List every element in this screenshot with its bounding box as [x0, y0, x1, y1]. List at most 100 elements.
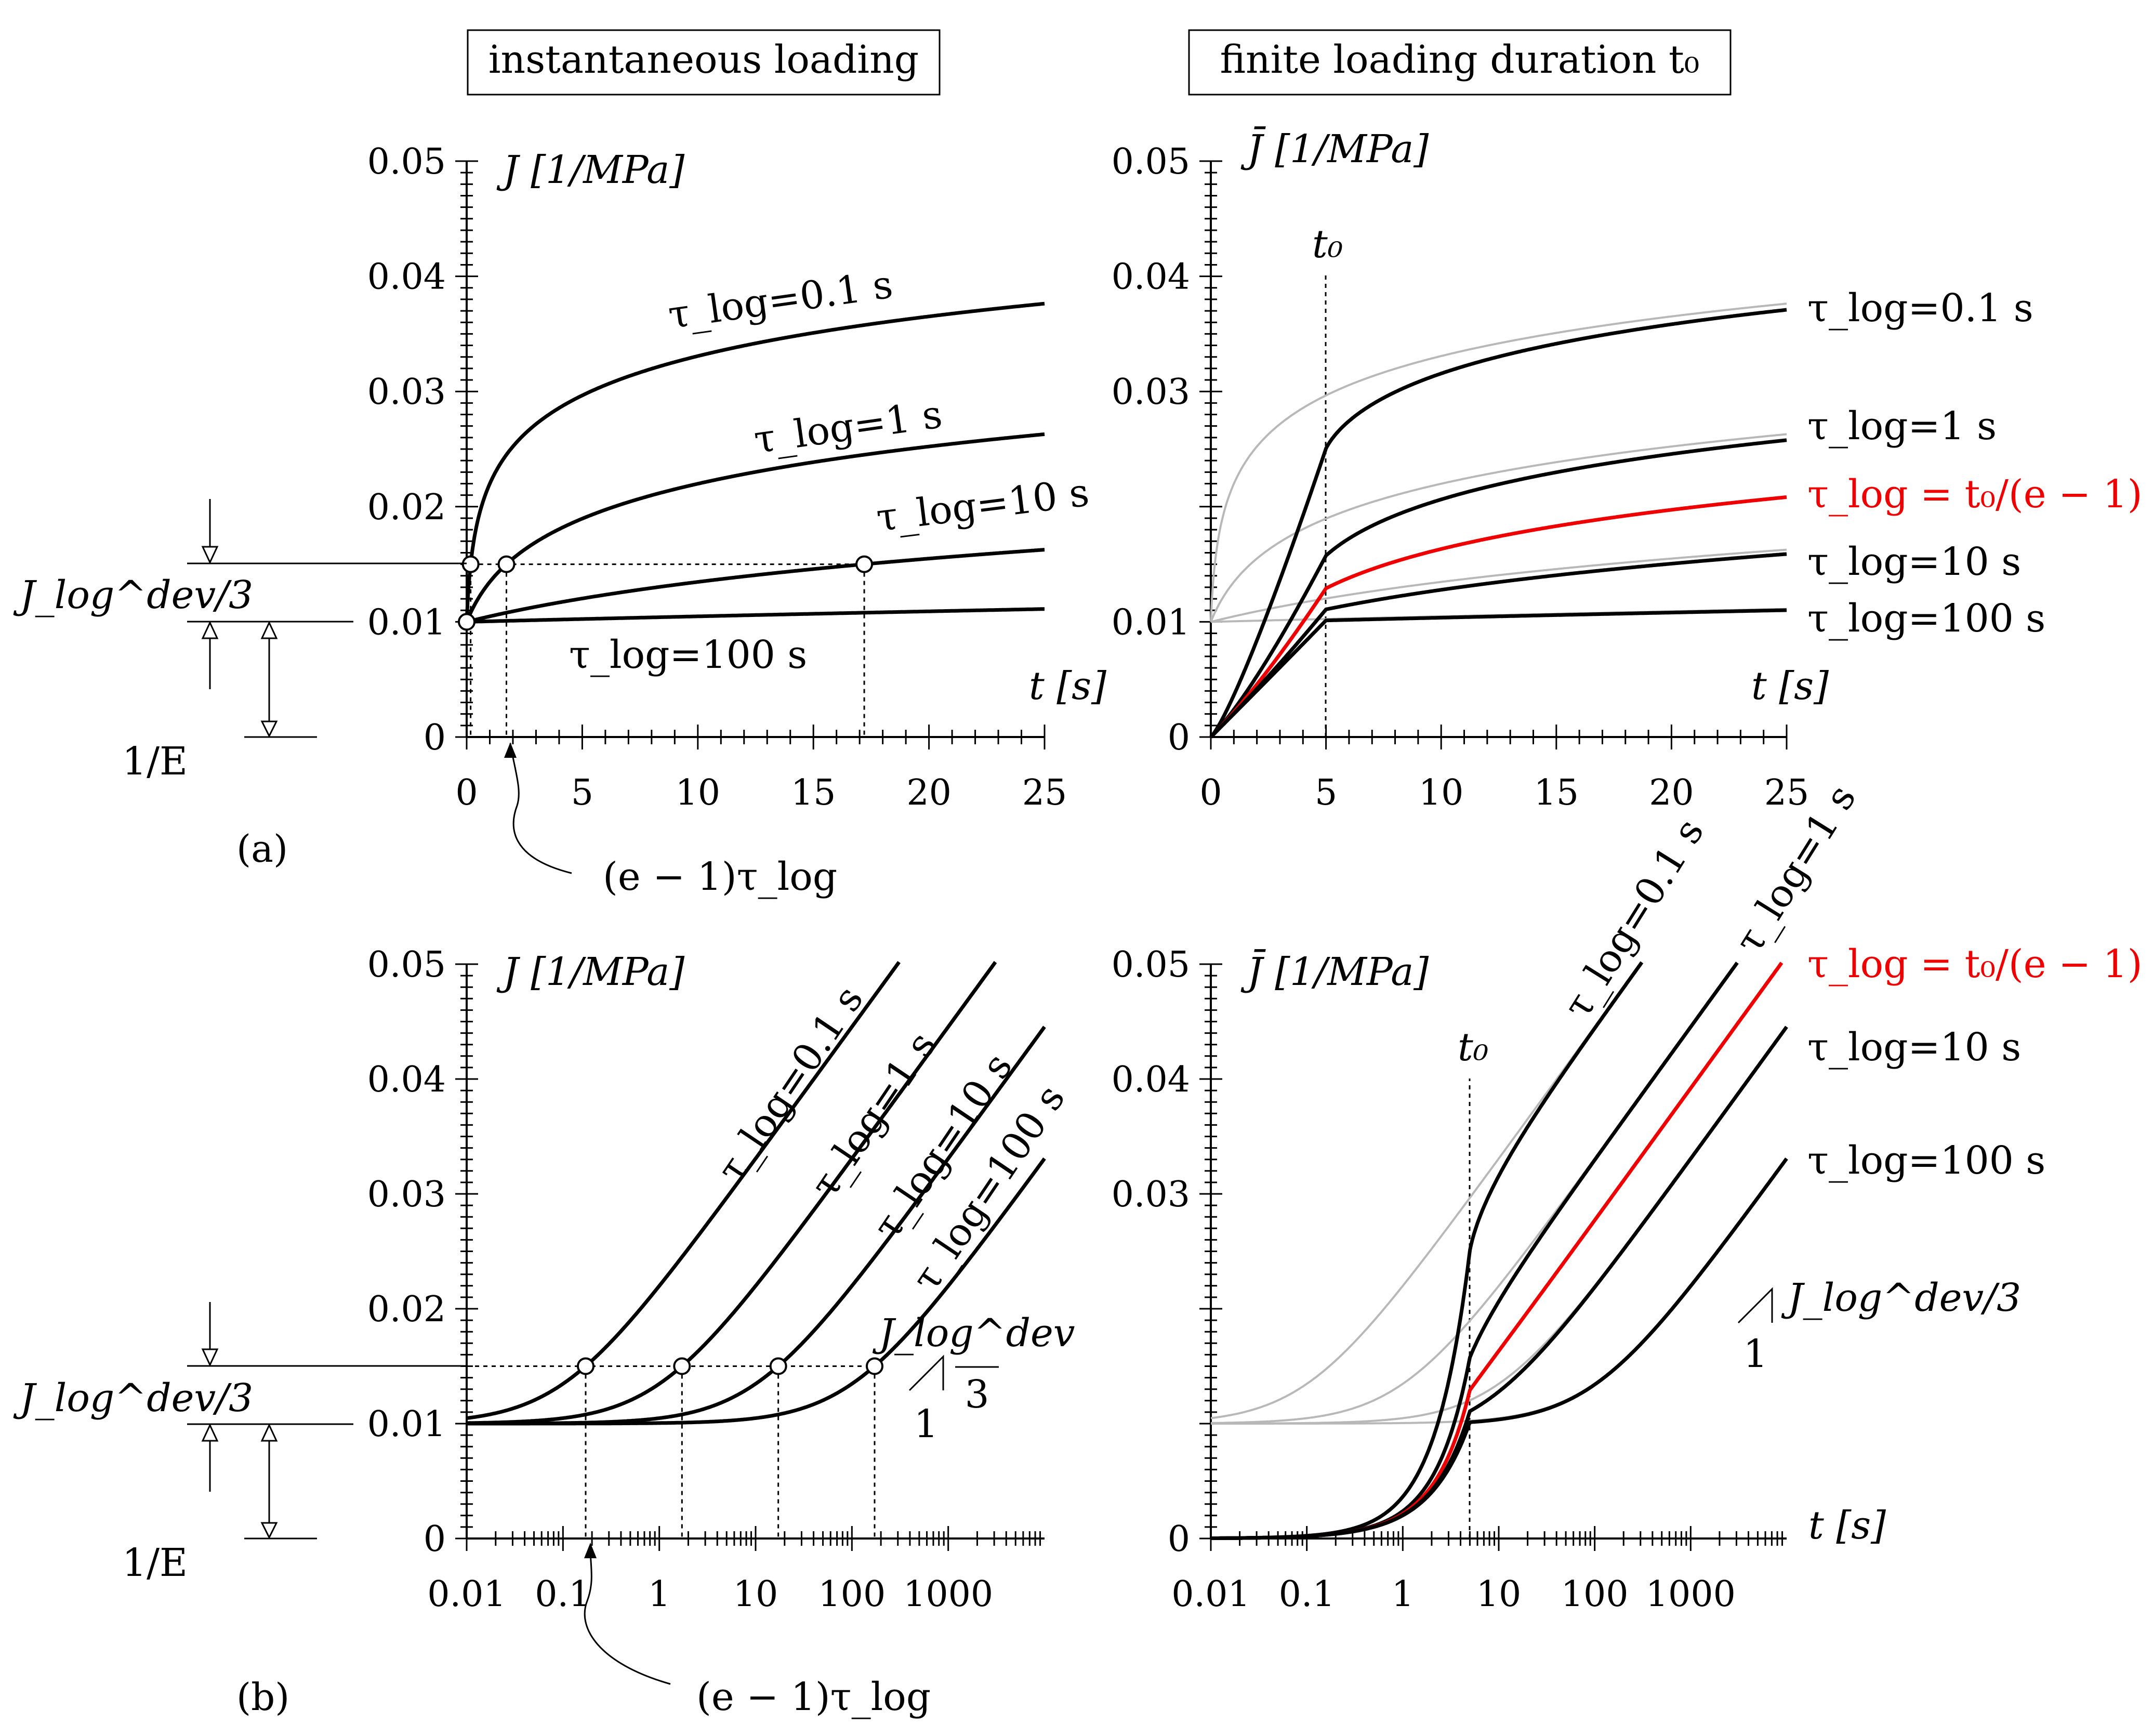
e-minus-1-tau-label-b: (e − 1)τ_log — [696, 1675, 931, 1719]
b-left-y-tick-label: 0.04 — [367, 1059, 446, 1100]
curve-label-a-right-tau-10: τ_log=10 s — [1807, 540, 2021, 584]
panel-a-right-curves — [1209, 303, 1787, 739]
a-left-x-tick-label: 25 — [1022, 772, 1067, 813]
marker-a-left — [855, 555, 874, 573]
one-over-e-arrowhead-up-a — [260, 621, 278, 639]
panel-b-right-xlabels: 0.01 0.1 1 10 100 1000 — [1171, 1574, 1736, 1615]
jdev-label-b: J_log^dev/3 — [13, 1376, 253, 1421]
panel-a-left-xlabels: 0 5 10 15 20 25 — [455, 772, 1067, 813]
curve-label-a-right-tau-100: τ_log=100 s — [1807, 596, 2045, 641]
b-right-y-tick-label: 0 — [1168, 1519, 1190, 1560]
b-left-x-tick-label: 0.01 — [427, 1574, 506, 1615]
a-left-y-tick-label: 0.02 — [367, 487, 446, 528]
panel-b-right-curves — [1210, 961, 1788, 1541]
jdev-arrowhead-down-b — [201, 1348, 219, 1367]
b-left-x-tick-label: 1000 — [903, 1574, 993, 1615]
one-over-e-arrowhead-down-b — [260, 1522, 278, 1540]
curve-b-right-tau-100 — [1210, 1157, 1788, 1541]
curve-b-right-tau-10 — [1210, 1025, 1788, 1541]
panel-label-a: (a) — [236, 827, 288, 871]
reference-curve-b-right — [1211, 1026, 1788, 1425]
curve-label-a-left-tau-10: τ_log=10 s — [874, 470, 1092, 540]
one-over-e-label-b: 1/E — [122, 1541, 188, 1585]
curve-a-right-tau-100 — [1209, 608, 1787, 739]
a-left-x-tick-label: 10 — [676, 772, 721, 813]
a-left-x-tick-label: 20 — [906, 772, 952, 813]
a-left-x-tick-label: 5 — [571, 772, 593, 813]
a-right-y-tick-label: 0.05 — [1112, 141, 1190, 182]
panel-label-b: (b) — [236, 1675, 289, 1719]
one-over-e-arrowhead-down-a — [260, 720, 278, 738]
b-left-x-tick-label: 10 — [733, 1574, 778, 1615]
panel-a-left-y-title: J [1/MPa] — [496, 148, 684, 192]
panel-b-left-markers — [576, 1357, 883, 1375]
b-left-x-tick-label: 0.1 — [535, 1574, 591, 1615]
curve-label-a-right-tau-1: τ_log=1 s — [1807, 404, 1997, 449]
b-left-y-tick-label: 0 — [424, 1519, 446, 1560]
slope-run-b-left: 1 — [914, 1402, 938, 1446]
curve-a-left-tau-1 — [465, 432, 1045, 623]
b-left-x-tick-label: 1 — [648, 1574, 670, 1615]
panel-b-right-ticks — [1199, 963, 1784, 1551]
e-minus-1-tau-pointer-head-a — [504, 742, 517, 758]
panel-b-left-curves — [466, 961, 1046, 1426]
a-right-y-tick-label: 0.01 — [1112, 602, 1190, 643]
curve-label-a-right-tau-0.1: τ_log=0.1 s — [1807, 286, 2033, 331]
slope-run-b-right: 1 — [1743, 1332, 1767, 1376]
panel-b-right-ylabels: 0 0.03 0.04 0.05 — [1112, 944, 1190, 1560]
t0-label-b-right: t₀ — [1458, 1025, 1488, 1070]
b-right-x-tick-label: 100 — [1561, 1574, 1629, 1615]
b-right-x-tick-label: 10 — [1476, 1574, 1522, 1615]
curve-label-a-right-tau-t0: τ_log = t₀/(e − 1) — [1807, 472, 2143, 517]
reference-curve-a-right — [1210, 548, 1787, 623]
slope-numerator-b-left: J_log^dev — [872, 1311, 1075, 1356]
jdev-arrowhead-down-a — [201, 546, 219, 564]
b-right-x-tick-label: 0.01 — [1171, 1574, 1250, 1615]
one-over-e-arrowhead-up-b — [260, 1423, 278, 1442]
panel-b-left-y-title: J [1/MPa] — [496, 950, 684, 994]
curve-a-left-tau-100 — [467, 607, 1045, 624]
jdev-arrowhead-up-b — [201, 1423, 219, 1442]
a-right-x-tick-label: 0 — [1199, 772, 1222, 813]
curve-label-a-left-tau-100: τ_log=100 s — [569, 633, 807, 677]
curve-a-right-tau-0.1 — [1209, 308, 1787, 739]
marker-a-left — [461, 555, 480, 573]
curve-label-b-right-tau-0.1: τ_log=0.1 s — [1555, 811, 1712, 1026]
panel-a-left-ylabels: 0 0.01 0.02 0.03 0.04 0.05 — [367, 141, 446, 758]
curve-b-right-tau-0.1 — [1211, 961, 1644, 1540]
b-right-y-tick-label: 0.04 — [1112, 1059, 1190, 1100]
reference-curve-a-right — [1210, 303, 1787, 622]
header-left-text: instantaneous loading — [488, 37, 919, 82]
header-right-text: finite loading duration t₀ — [1220, 37, 1700, 82]
curve-b-left-tau-100 — [467, 1157, 1046, 1426]
e-minus-1-tau-label-a: (e − 1)τ_log — [603, 854, 837, 899]
marker-a-left — [497, 555, 516, 573]
header-left: instantaneous loading — [467, 29, 941, 96]
a-right-y-tick-label: 0 — [1168, 717, 1190, 758]
header-right-box — [1188, 29, 1732, 96]
b-right-x-tick-label: 0.1 — [1279, 1574, 1335, 1615]
a-left-y-tick-label: 0.03 — [367, 372, 446, 413]
e-minus-1-tau-pointer-head-b — [584, 1543, 597, 1558]
b-left-y-tick-label: 0.01 — [367, 1404, 446, 1445]
b-left-x-tick-label: 100 — [818, 1574, 886, 1615]
one-over-e-label-a: 1/E — [122, 739, 188, 784]
reference-curve-b-right — [1210, 962, 1643, 1419]
panel-a-left: 0 0.01 0.02 0.03 0.04 0.05 0 5 10 15 20 25 J [1/MP… — [13, 141, 1106, 899]
a-right-x-tick-label: 10 — [1419, 772, 1464, 813]
reference-curve-a-right — [1210, 433, 1787, 623]
a-right-y-tick-label: 0.04 — [1112, 257, 1190, 298]
marker-b-left — [673, 1357, 691, 1375]
a-right-x-tick-label: 15 — [1534, 772, 1579, 813]
panel-b-right-y-title: J̄ [1/MPa] — [1240, 949, 1429, 994]
a-left-y-tick-label: 0.01 — [367, 602, 446, 643]
panel-b-right-x-title: t [s] — [1808, 1503, 1886, 1548]
curve-b-left-tau-0.1 — [466, 961, 901, 1420]
jdev-arrowhead-up-a — [201, 621, 219, 639]
marker-a-left — [458, 613, 475, 631]
panel-b-left-xlabels: 0.01 0.1 1 10 100 1000 — [427, 1574, 993, 1615]
panel-a-left-markers — [458, 555, 874, 631]
a-right-x-tick-label: 5 — [1315, 772, 1337, 813]
t0-label-a-right: t₀ — [1312, 222, 1343, 267]
